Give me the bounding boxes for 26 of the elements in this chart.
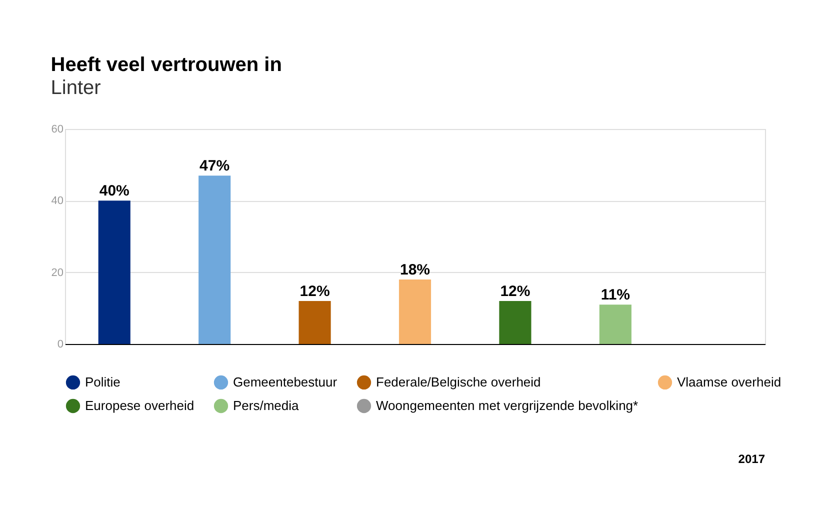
y-tick-label: 20 <box>51 266 64 279</box>
legend-label: Gemeentebestuur <box>233 374 338 390</box>
legend-label: Federale/Belgische overheid <box>376 374 541 390</box>
legend-label: Politie <box>85 374 120 390</box>
bar <box>599 304 632 344</box>
y-tick-label: 40 <box>51 195 64 208</box>
legend-label: Pers/media <box>233 398 300 413</box>
legend-label: Woongemeenten met vergrijzende bevolking* <box>376 398 638 413</box>
y-tick-label: 0 <box>57 338 64 350</box>
bar <box>398 280 432 344</box>
data-label: 18% <box>400 262 430 278</box>
text: 2017 <box>738 452 766 466</box>
y-tick-label: 60 <box>51 124 64 136</box>
data-label: 40% <box>99 182 130 200</box>
chart-subtitle: Linter <box>50 77 102 99</box>
data-label: 12% <box>300 283 330 300</box>
data-label: 12% <box>500 283 530 300</box>
legend-label: Europese overheid <box>85 398 194 413</box>
bar <box>198 176 231 344</box>
bar <box>98 200 130 344</box>
bar <box>298 301 331 344</box>
data-label: 11% <box>600 286 630 304</box>
legend-label: Vlaamse overheid <box>677 374 782 390</box>
data-label: 47% <box>200 158 230 175</box>
chart-title: Heeft veel vertrouwen in <box>50 54 282 76</box>
bar <box>499 301 532 344</box>
